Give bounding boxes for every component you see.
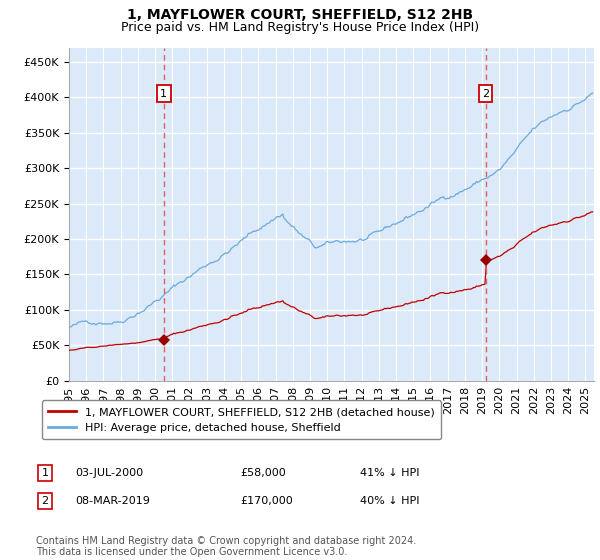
Text: £170,000: £170,000 xyxy=(240,496,293,506)
Text: 1: 1 xyxy=(160,88,167,99)
Text: £58,000: £58,000 xyxy=(240,468,286,478)
Text: 41% ↓ HPI: 41% ↓ HPI xyxy=(360,468,419,478)
Text: 1, MAYFLOWER COURT, SHEFFIELD, S12 2HB: 1, MAYFLOWER COURT, SHEFFIELD, S12 2HB xyxy=(127,8,473,22)
Text: 40% ↓ HPI: 40% ↓ HPI xyxy=(360,496,419,506)
Text: 2: 2 xyxy=(482,88,489,99)
Text: 1: 1 xyxy=(41,468,49,478)
Text: 2: 2 xyxy=(41,496,49,506)
Text: Price paid vs. HM Land Registry's House Price Index (HPI): Price paid vs. HM Land Registry's House … xyxy=(121,21,479,34)
Legend: 1, MAYFLOWER COURT, SHEFFIELD, S12 2HB (detached house), HPI: Average price, det: 1, MAYFLOWER COURT, SHEFFIELD, S12 2HB (… xyxy=(41,400,442,439)
Text: 08-MAR-2019: 08-MAR-2019 xyxy=(75,496,150,506)
Text: 03-JUL-2000: 03-JUL-2000 xyxy=(75,468,143,478)
Text: Contains HM Land Registry data © Crown copyright and database right 2024.
This d: Contains HM Land Registry data © Crown c… xyxy=(36,535,416,557)
